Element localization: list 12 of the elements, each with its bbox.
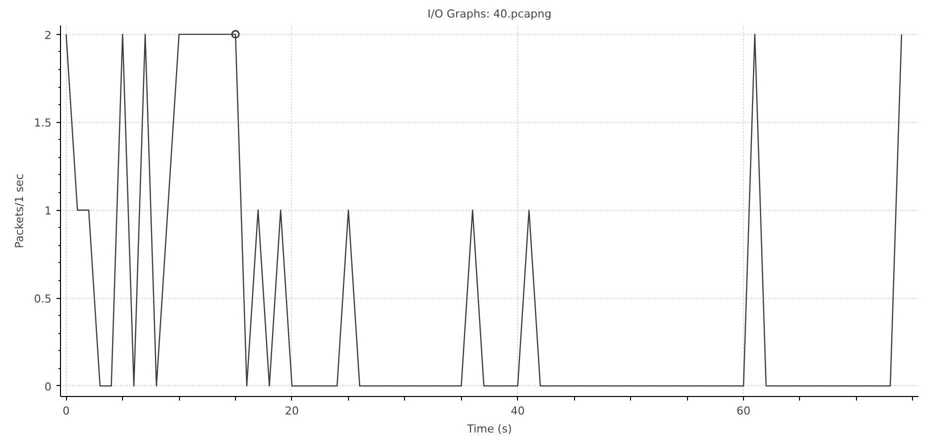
y-axis-title: Packets/1 sec bbox=[13, 174, 26, 248]
y-tick-label: 1 bbox=[44, 204, 52, 218]
y-tick-label: 0.5 bbox=[34, 292, 52, 306]
x-tick-label: 40 bbox=[510, 404, 525, 418]
x-axis-title: Time (s) bbox=[466, 422, 512, 436]
y-tick-label: 2 bbox=[44, 28, 52, 42]
y-tick-label: 1.5 bbox=[34, 116, 52, 130]
y-tick-label: 0 bbox=[44, 380, 52, 394]
x-tick-label: 0 bbox=[62, 404, 70, 418]
x-tick-label: 20 bbox=[284, 404, 299, 418]
chart-title: I/O Graphs: 40.pcapng bbox=[428, 8, 552, 20]
x-tick-label: 60 bbox=[736, 404, 751, 418]
